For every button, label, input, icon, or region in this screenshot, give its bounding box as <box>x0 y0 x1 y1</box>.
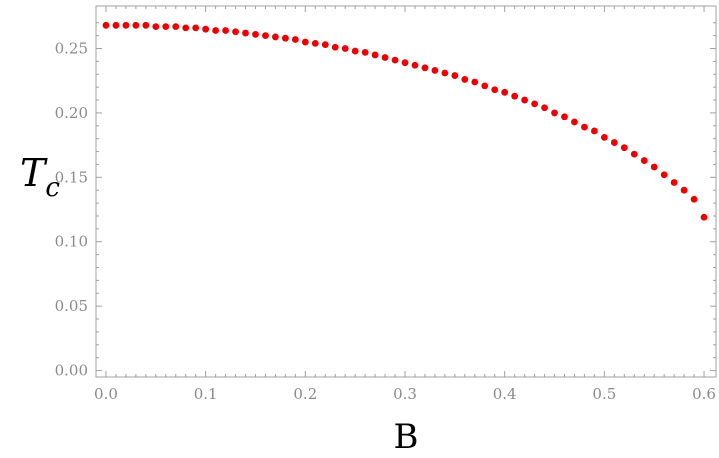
data-point <box>311 39 319 47</box>
data-point <box>182 24 190 32</box>
data-point <box>232 28 239 36</box>
data-point <box>590 127 598 135</box>
data-point <box>501 88 509 96</box>
data-points <box>102 21 708 221</box>
data-point <box>680 186 688 194</box>
data-point <box>351 47 359 55</box>
data-point <box>491 86 499 94</box>
data-point <box>670 179 678 186</box>
data-point <box>361 48 369 56</box>
data-point <box>321 41 329 49</box>
data-point <box>301 38 309 46</box>
data-point <box>630 150 638 158</box>
data-point <box>132 21 140 29</box>
data-point <box>331 43 339 51</box>
data-point <box>610 139 618 146</box>
data-point <box>102 21 110 29</box>
tick-labels: 0.0 0.1 0.2 0.3 0.4 0.5 0.6 0.00 0.05 0.10 0.15 0.2… <box>55 40 716 403</box>
data-point <box>252 30 259 38</box>
data-point <box>262 32 269 40</box>
data-point <box>122 21 130 29</box>
data-point <box>411 61 419 69</box>
axis-ticks <box>96 6 716 377</box>
data-point <box>112 21 120 29</box>
data-point <box>650 163 658 171</box>
y-axis-label-subscript: c <box>45 173 60 203</box>
data-point <box>571 118 578 126</box>
y-axis-label: Tc <box>20 151 60 203</box>
x-tick-label: 0.6 <box>692 385 716 403</box>
data-point <box>371 51 379 59</box>
data-point <box>431 67 439 74</box>
data-point <box>581 123 588 131</box>
y-tick-label: 0.10 <box>55 233 88 251</box>
data-point <box>421 64 429 72</box>
data-point <box>471 78 479 86</box>
y-tick-label: 0.00 <box>55 362 88 380</box>
data-point <box>152 23 160 31</box>
y-tick-label: 0.20 <box>55 104 88 122</box>
x-tick-label: 0.0 <box>94 385 118 403</box>
x-axis-label: B <box>394 417 419 457</box>
data-point <box>561 113 568 121</box>
data-point <box>461 76 469 83</box>
data-point <box>341 45 349 52</box>
plot-border <box>95 5 717 378</box>
y-tick-label: 0.15 <box>55 168 88 186</box>
data-point <box>212 27 220 34</box>
data-point <box>660 171 668 179</box>
data-point <box>162 23 170 31</box>
data-point <box>381 54 389 61</box>
x-tick-label: 0.3 <box>393 385 417 403</box>
data-point <box>511 92 519 100</box>
data-point <box>192 24 200 32</box>
data-point <box>222 27 229 34</box>
x-tick-label: 0.1 <box>194 385 218 403</box>
data-point <box>521 96 529 104</box>
data-point <box>551 109 558 117</box>
data-point <box>640 157 648 164</box>
x-tick-label: 0.2 <box>293 385 317 403</box>
y-tick-label: 0.05 <box>55 297 88 315</box>
data-point <box>281 34 289 42</box>
data-point <box>620 144 628 152</box>
data-point <box>600 133 608 141</box>
x-tick-label: 0.5 <box>592 385 616 403</box>
plot-frame <box>95 5 717 378</box>
data-point <box>202 25 210 33</box>
data-point <box>531 100 538 108</box>
data-point <box>441 69 449 77</box>
data-point <box>700 213 708 221</box>
data-point <box>451 72 459 79</box>
data-point <box>142 21 150 29</box>
data-point <box>401 59 409 67</box>
data-point <box>541 104 548 112</box>
x-tick-label: 0.4 <box>493 385 517 403</box>
data-point <box>172 23 180 31</box>
data-point <box>481 82 489 90</box>
data-point <box>272 33 279 41</box>
data-point <box>242 29 249 37</box>
y-tick-label: 0.25 <box>55 40 88 58</box>
data-point <box>391 56 399 64</box>
data-point <box>690 195 698 203</box>
data-point <box>291 36 299 43</box>
y-axis-label-main: T <box>20 151 48 195</box>
